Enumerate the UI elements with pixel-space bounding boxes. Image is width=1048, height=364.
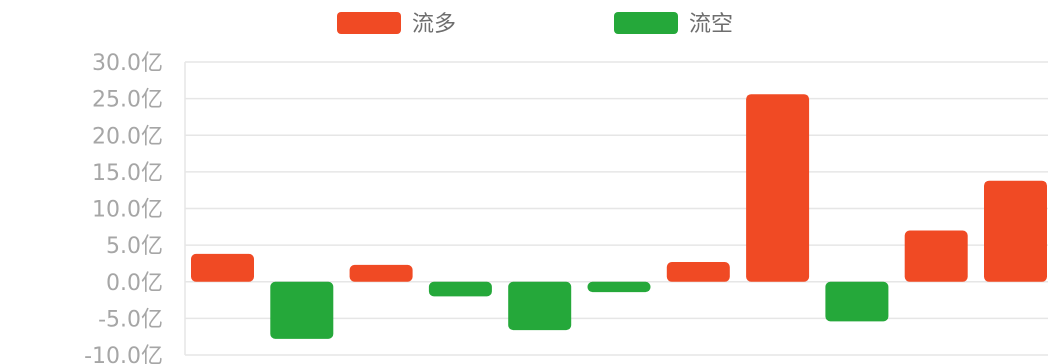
legend-label-outflow: 流空 — [689, 12, 733, 37]
y-tick-label: 5.0亿 — [106, 234, 163, 259]
y-tick-label: -5.0亿 — [98, 307, 163, 332]
bar-inflow[interactable] — [349, 264, 413, 282]
y-tick-label: 15.0亿 — [92, 161, 163, 186]
y-tick-label: 0.0亿 — [106, 271, 163, 296]
legend-item-inflow[interactable]: 流多 — [337, 12, 456, 37]
bar-inflow[interactable] — [904, 230, 968, 282]
legend-swatch-inflow — [337, 12, 401, 34]
bar-outflow[interactable] — [428, 281, 492, 297]
y-tick-label: 25.0亿 — [92, 88, 163, 113]
y-tick-label: 10.0亿 — [92, 198, 163, 223]
bar-inflow[interactable] — [191, 253, 254, 282]
legend: 流多 流空 — [337, 12, 733, 37]
bar-inflow[interactable] — [746, 94, 810, 282]
bar-outflow[interactable] — [270, 281, 334, 339]
y-tick-label: -10.0亿 — [84, 344, 163, 364]
bar-inflow[interactable] — [984, 180, 1047, 282]
legend-label-inflow: 流多 — [412, 12, 456, 37]
bar-outflow[interactable] — [508, 281, 572, 331]
y-axis: 30.0亿 25.0亿 20.0亿 15.0亿 10.0亿 5.0亿 0.0亿 -5.0亿 -1… — [84, 51, 163, 364]
bar-outflow[interactable] — [587, 281, 651, 293]
bar-outflow[interactable] — [825, 281, 889, 322]
y-tick-label: 30.0亿 — [92, 51, 163, 76]
bars — [191, 94, 1047, 339]
y-tick-label: 20.0亿 — [92, 124, 163, 149]
gridlines — [184, 61, 1048, 356]
legend-swatch-outflow — [614, 12, 678, 34]
bar-inflow[interactable] — [666, 262, 730, 282]
legend-item-outflow[interactable]: 流空 — [614, 12, 733, 37]
